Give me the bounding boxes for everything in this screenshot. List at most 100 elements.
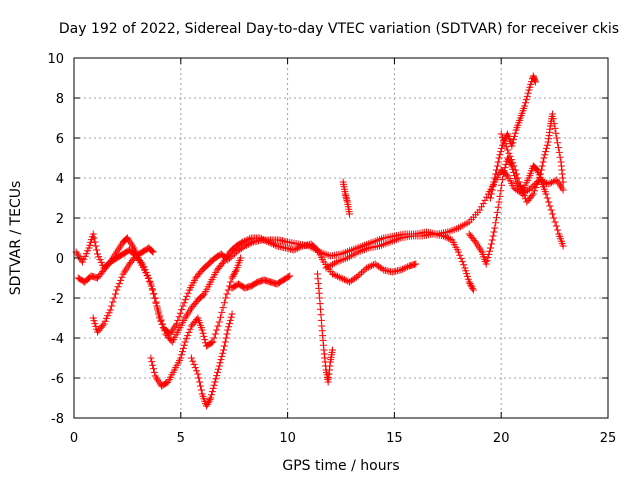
y-tick-label: 10 bbox=[47, 52, 64, 67]
data-point-fill bbox=[500, 136, 508, 144]
data-point-fill bbox=[498, 176, 506, 184]
data-point-fill bbox=[183, 292, 191, 300]
data-point-fill bbox=[137, 258, 145, 266]
data-point bbox=[531, 78, 539, 86]
data-point-fill bbox=[551, 177, 559, 185]
data-point-fill bbox=[468, 283, 476, 291]
data-point-fill bbox=[93, 246, 101, 254]
data-point-fill bbox=[193, 367, 201, 375]
data-point bbox=[215, 362, 223, 370]
grid-lines bbox=[74, 58, 608, 418]
series-track-j bbox=[465, 154, 567, 268]
data-point bbox=[516, 182, 524, 190]
data-point-fill bbox=[197, 386, 205, 394]
data-point-fill bbox=[478, 203, 486, 211]
data-point-fill bbox=[190, 360, 198, 368]
data-point bbox=[149, 248, 157, 256]
data-point-fill bbox=[493, 162, 501, 170]
data-point-fill bbox=[460, 261, 468, 269]
data-point bbox=[228, 274, 236, 282]
data-point-fill bbox=[271, 241, 279, 249]
data-point-fill bbox=[216, 359, 224, 367]
data-point bbox=[145, 274, 153, 282]
data-point-fill bbox=[510, 132, 518, 140]
data-point bbox=[454, 248, 462, 256]
data-point bbox=[181, 338, 189, 346]
data-point bbox=[491, 224, 499, 232]
data-point-fill bbox=[176, 309, 184, 317]
data-point-fill bbox=[268, 240, 276, 248]
data-point-fill bbox=[546, 202, 554, 210]
data-point-fill bbox=[470, 236, 478, 244]
data-point-fill bbox=[114, 283, 122, 291]
y-tick-label: -2 bbox=[51, 292, 64, 307]
data-point-fill bbox=[484, 254, 492, 262]
data-point bbox=[215, 318, 223, 326]
data-point bbox=[224, 326, 232, 334]
data-point-fill bbox=[509, 139, 517, 147]
data-point-fill bbox=[402, 264, 410, 272]
data-point-fill bbox=[210, 381, 218, 389]
data-point-fill bbox=[493, 166, 501, 174]
data-point bbox=[256, 234, 264, 242]
data-point-fill bbox=[488, 236, 496, 244]
data-point-fill bbox=[221, 338, 229, 346]
data-point-fill bbox=[542, 148, 550, 156]
data-point-fill bbox=[292, 245, 300, 253]
data-point-fill bbox=[479, 200, 487, 208]
data-point-fill bbox=[196, 378, 204, 386]
data-point-fill bbox=[340, 276, 348, 284]
data-point-fill bbox=[115, 280, 123, 288]
data-point bbox=[202, 402, 210, 410]
data-point-fill bbox=[92, 242, 100, 250]
data-point-fill bbox=[549, 115, 557, 123]
data-point-fill bbox=[541, 151, 549, 159]
data-point-fill bbox=[488, 186, 496, 194]
data-point-fill bbox=[519, 188, 527, 196]
data-point-fill bbox=[556, 153, 564, 161]
x-tick-label: 15 bbox=[386, 431, 403, 446]
data-point bbox=[106, 306, 114, 314]
data-point bbox=[495, 154, 503, 162]
data-point-fill bbox=[524, 89, 532, 97]
data-point bbox=[469, 286, 477, 294]
data-point-fill bbox=[203, 400, 211, 408]
data-point-fill bbox=[550, 120, 558, 128]
data-point-fill bbox=[263, 237, 271, 245]
data-point-fill bbox=[179, 348, 187, 356]
data-point-fill bbox=[237, 239, 245, 247]
data-point bbox=[529, 190, 537, 198]
data-point-fill bbox=[149, 286, 157, 294]
data-point-fill bbox=[547, 206, 555, 214]
data-point bbox=[508, 142, 516, 150]
data-point-fill bbox=[493, 208, 501, 216]
data-point-fill bbox=[180, 299, 188, 307]
data-point-fill bbox=[219, 349, 227, 357]
data-point-fill bbox=[539, 158, 547, 166]
data-point-fill bbox=[552, 222, 560, 230]
data-point bbox=[328, 346, 336, 354]
data-point-fill bbox=[487, 240, 495, 248]
data-point bbox=[198, 326, 206, 334]
x-tick-label: 0 bbox=[70, 431, 78, 446]
data-point bbox=[173, 320, 181, 328]
data-point bbox=[155, 314, 163, 322]
data-point-fill bbox=[543, 194, 551, 202]
data-point-fill bbox=[222, 334, 230, 342]
data-point bbox=[354, 272, 362, 280]
data-point-fill bbox=[261, 236, 269, 244]
data-point bbox=[209, 338, 217, 346]
data-point bbox=[397, 266, 405, 274]
data-point-fill bbox=[399, 265, 407, 273]
data-point-fill bbox=[242, 236, 250, 244]
data-point bbox=[495, 198, 503, 206]
data-point-fill bbox=[550, 214, 558, 222]
data-point-fill bbox=[483, 257, 491, 265]
data-point-fill bbox=[492, 170, 500, 178]
data-point-fill bbox=[507, 156, 515, 164]
data-point-fill bbox=[358, 269, 366, 277]
data-point-fill bbox=[214, 368, 222, 376]
data-point bbox=[211, 378, 219, 386]
data-point-fill bbox=[244, 236, 252, 244]
